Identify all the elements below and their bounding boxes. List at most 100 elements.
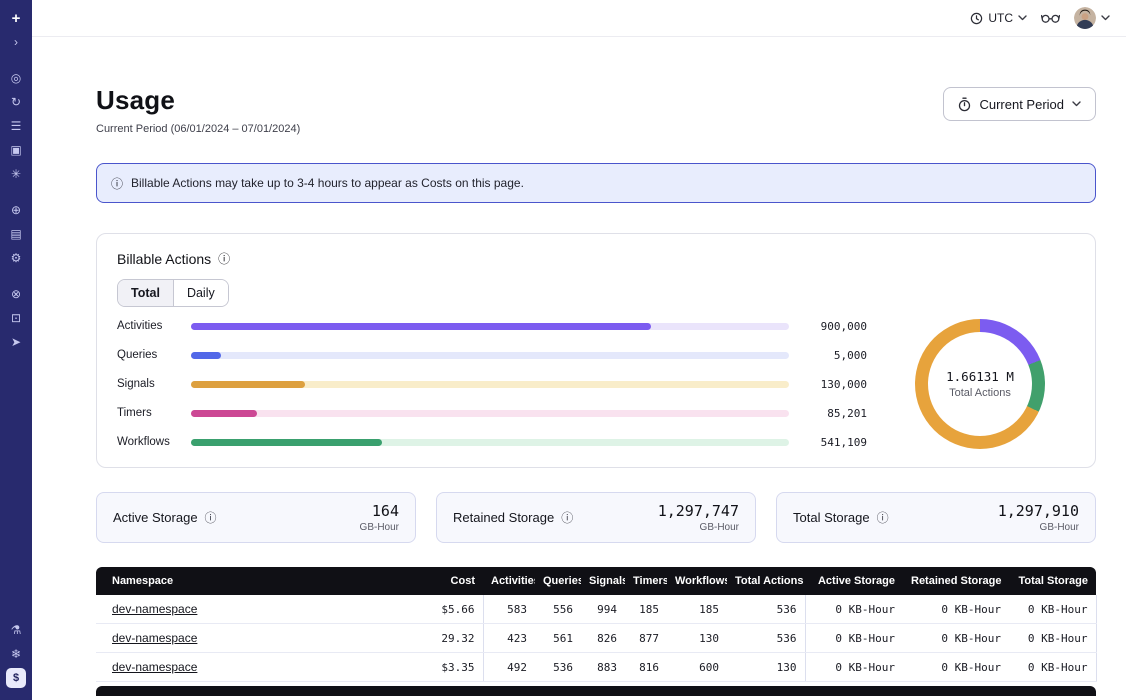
expand-nav-chevron-icon[interactable]: › — [6, 32, 26, 52]
value-cell: 0 KB-Hour — [1009, 595, 1096, 624]
value-cell: 0 KB-Hour — [805, 624, 903, 653]
timezone-selector[interactable]: UTC — [970, 11, 1027, 25]
storage-card-unit: GB-Hour — [658, 522, 739, 533]
nexus-icon[interactable]: ✳ — [6, 164, 26, 184]
value-cell: 0 KB-Hour — [903, 624, 1009, 653]
value-cell: 561 — [535, 624, 581, 653]
bar-row-activities: Activities 900,000 — [117, 320, 867, 333]
billing-icon[interactable]: ▤ — [6, 224, 26, 244]
stopwatch-icon — [958, 97, 971, 112]
info-icon[interactable]: ⓘ — [205, 509, 217, 526]
value-cell: 0 KB-Hour — [1009, 653, 1096, 682]
bar-track — [191, 323, 789, 330]
feature-flags-icon[interactable]: ❄ — [6, 644, 26, 664]
donut-total-value: 1.66131 M — [885, 369, 1075, 384]
billable-actions-title-text: Billable Actions — [117, 251, 211, 267]
value-cell: 556 — [535, 595, 581, 624]
namespace-link[interactable]: dev-namespace — [112, 631, 197, 645]
column-header: Cost — [401, 567, 483, 595]
bar-row-queries: Queries 5,000 — [117, 349, 867, 362]
bar-row-timers: Timers 85,201 — [117, 407, 867, 420]
storage-card: Total Storageⓘ 1,297,910 GB-Hour — [776, 492, 1096, 543]
info-icon: ⓘ — [111, 175, 123, 192]
page-subtitle: Current Period (06/01/2024 – 07/01/2024) — [96, 123, 300, 135]
deployments-icon[interactable]: ☰ — [6, 116, 26, 136]
timezone-label: UTC — [988, 11, 1013, 25]
sidebar-group-bottom: ⚗ ❄ $ — [6, 620, 26, 688]
docs-icon[interactable]: ⊡ — [6, 308, 26, 328]
column-header: Total Storage — [1009, 567, 1096, 595]
support-icon[interactable]: ⊗ — [6, 284, 26, 304]
storage-card-value: 164 — [360, 502, 399, 520]
value-cell: 600 — [667, 653, 727, 682]
billable-actions-title: Billable Actions ⓘ — [117, 250, 1075, 267]
banner-text: Billable Actions may take up to 3-4 hour… — [131, 176, 524, 190]
topbar: UTC — [32, 0, 1126, 37]
schedules-icon[interactable]: ↻ — [6, 92, 26, 112]
value-cell: 130 — [667, 624, 727, 653]
usage-page: Usage Current Period (06/01/2024 – 07/01… — [32, 37, 1126, 700]
settings-icon[interactable]: ⚙ — [6, 248, 26, 268]
usage-table: NamespaceCostActivitiesQueriesSignalsTim… — [96, 567, 1097, 682]
value-cell: 0 KB-Hour — [1009, 624, 1096, 653]
bar-fill — [191, 352, 221, 359]
main-area: UTC Usage Current Period (06/01/2024 – 0… — [32, 0, 1126, 700]
getting-started-icon[interactable]: ➤ — [6, 332, 26, 352]
user-avatar — [1074, 7, 1096, 29]
bar-track — [191, 439, 789, 446]
archival-icon[interactable]: ▣ — [6, 140, 26, 160]
glasses-icon[interactable] — [1041, 12, 1060, 24]
bar-track — [191, 410, 789, 417]
column-header: Timers — [625, 567, 667, 595]
temporal-logo-icon[interactable]: + — [6, 8, 26, 28]
namespaces-icon[interactable]: ⊕ — [6, 200, 26, 220]
bar-value: 130,000 — [801, 378, 867, 391]
storage-card-value: 1,297,910 — [998, 502, 1079, 520]
user-menu[interactable] — [1074, 7, 1110, 29]
value-cell: 130 — [727, 653, 805, 682]
bar-fill — [191, 439, 382, 446]
column-header: Active Storage — [805, 567, 903, 595]
storage-card: Retained Storageⓘ 1,297,747 GB-Hour — [436, 492, 756, 543]
value-cell: 536 — [727, 595, 805, 624]
info-banner: ⓘ Billable Actions may take up to 3-4 ho… — [96, 163, 1096, 203]
usage-icon[interactable]: $ — [6, 668, 26, 688]
info-icon[interactable]: ⓘ — [218, 250, 230, 267]
namespace-link[interactable]: dev-namespace — [112, 602, 197, 616]
storage-card-label: Active Storageⓘ — [113, 509, 217, 526]
donut-center: 1.66131 M Total Actions — [885, 369, 1075, 399]
value-cell: 0 KB-Hour — [805, 653, 903, 682]
chevron-down-icon — [1101, 15, 1110, 21]
table-row: dev-namespace$3.354925368838166001300 KB… — [96, 653, 1096, 682]
namespace-link[interactable]: dev-namespace — [112, 660, 197, 674]
value-cell: 0 KB-Hour — [805, 595, 903, 624]
bar-track — [191, 352, 789, 359]
namespace-cell: dev-namespace — [96, 653, 401, 682]
value-cell: 0 KB-Hour — [903, 595, 1009, 624]
bar-value: 5,000 — [801, 349, 867, 362]
bar-value: 541,109 — [801, 436, 867, 449]
storage-card-label: Retained Storageⓘ — [453, 509, 573, 526]
chevron-down-icon — [1072, 101, 1081, 107]
period-label: Current Period — [979, 97, 1064, 112]
value-cell: 994 — [581, 595, 625, 624]
value-cell: 536 — [727, 624, 805, 653]
value-cell: 583 — [483, 595, 535, 624]
billable-actions-card: Billable Actions ⓘ TotalDaily Activities… — [96, 233, 1096, 468]
billable-actions-chart: Activities 900,000 Queries 5,000 Signals… — [117, 317, 1075, 451]
info-icon[interactable]: ⓘ — [877, 509, 889, 526]
column-header: Queries — [535, 567, 581, 595]
storage-card-unit: GB-Hour — [360, 522, 399, 533]
namespace-cell: dev-namespace — [96, 595, 401, 624]
value-cell: 185 — [667, 595, 727, 624]
workflows-icon[interactable]: ◎ — [6, 68, 26, 88]
tab-total[interactable]: Total — [118, 280, 173, 306]
info-icon[interactable]: ⓘ — [561, 509, 573, 526]
tab-daily[interactable]: Daily — [173, 280, 228, 306]
period-selector[interactable]: Current Period — [943, 87, 1096, 121]
labs-icon[interactable]: ⚗ — [6, 620, 26, 640]
value-cell: $5.66 — [401, 595, 483, 624]
table-row: dev-namespace$5.665835569941851855360 KB… — [96, 595, 1096, 624]
storage-card-label: Total Storageⓘ — [793, 509, 889, 526]
column-header: Namespace — [96, 567, 401, 595]
